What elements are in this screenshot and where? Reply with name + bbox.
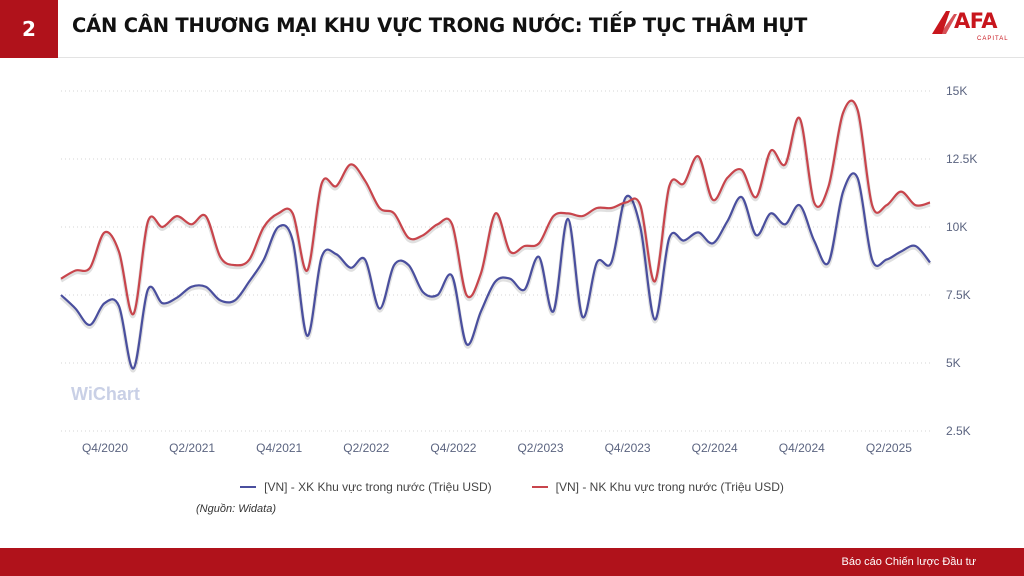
safa-logo: AFA CAPITAL [930, 6, 1016, 50]
logo-mark-icon [932, 11, 957, 34]
export-series-line[interactable] [60, 172, 931, 370]
logo-subtext: CAPITAL [977, 36, 1009, 42]
y-axis-ticks: 2.5K 5K 7.5K 10K 12.5K 15K [946, 84, 977, 438]
y-tick-label: 10K [946, 220, 967, 234]
page-title: CÁN CÂN THƯƠNG MẠI KHU VỰC TRONG NƯỚC: T… [72, 14, 808, 37]
x-tick-label: Q2/2022 [343, 441, 389, 455]
legend-swatch-import [531, 486, 548, 488]
x-tick-label: Q4/2024 [779, 441, 825, 455]
footer-text: Báo cáo Chiến lược Đầu tư [841, 556, 976, 568]
y-tick-label: 7.5K [946, 288, 971, 302]
legend-label-import: [VN] - NK Khu vực trong nước (Triệu USD) [555, 480, 784, 494]
y-tick-label: 2.5K [946, 424, 971, 438]
wichart-watermark: WiChart [71, 384, 140, 404]
x-tick-label: Q4/2021 [256, 441, 302, 455]
x-tick-label: Q4/2023 [605, 441, 651, 455]
x-tick-label: Q4/2020 [82, 441, 128, 455]
source-note: (Nguồn: Widata) [196, 503, 276, 515]
x-tick-label: Q2/2023 [517, 441, 563, 455]
series-lines [59, 99, 932, 373]
legend-swatch-export [240, 486, 257, 488]
header: 2 CÁN CÂN THƯƠNG MẠI KHU VỰC TRONG NƯỚC:… [0, 0, 1024, 58]
grid-lines [61, 90, 930, 432]
x-tick-label: Q2/2025 [866, 441, 912, 455]
x-tick-label: Q4/2022 [430, 441, 476, 455]
legend-label-export: [VN] - XK Khu vực trong nước (Triệu USD) [264, 480, 492, 494]
series-line-shadow [59, 173, 932, 373]
section-number: 2 [0, 0, 58, 58]
x-tick-label: Q2/2021 [169, 441, 215, 455]
x-tick-label: Q2/2024 [692, 441, 738, 455]
footer-bar: Báo cáo Chiến lược Đầu tư [0, 548, 1024, 576]
chart-legend: [VN] - XK Khu vực trong nước (Triệu USD)… [0, 480, 1024, 494]
header-divider [58, 57, 1024, 58]
import-series-line[interactable] [60, 99, 931, 316]
y-tick-label: 5K [946, 356, 961, 370]
y-tick-label: 12.5K [946, 152, 977, 166]
legend-item-export[interactable]: [VN] - XK Khu vực trong nước (Triệu USD) [240, 480, 492, 494]
legend-item-import[interactable]: [VN] - NK Khu vực trong nước (Triệu USD) [531, 480, 784, 494]
x-axis-ticks: Q4/2020 Q2/2021 Q4/2021 Q2/2022 Q4/2022 Q2/20… [82, 441, 912, 455]
logo-text: AFA [954, 9, 997, 33]
y-tick-label: 15K [946, 84, 967, 98]
